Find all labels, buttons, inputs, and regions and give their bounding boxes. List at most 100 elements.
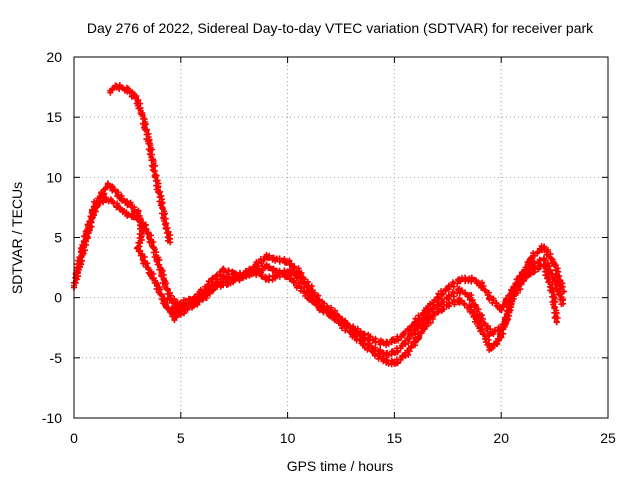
data-point xyxy=(476,323,483,330)
data-point xyxy=(135,244,142,251)
data-point xyxy=(476,280,483,287)
series-6 xyxy=(171,261,561,368)
data-point xyxy=(139,228,146,235)
series-3 xyxy=(107,82,174,246)
data-point xyxy=(171,315,178,322)
data-point xyxy=(549,288,556,295)
data-point xyxy=(263,253,270,260)
y-tick-label: 15 xyxy=(46,109,62,125)
y-tick-label: 20 xyxy=(46,49,62,65)
data-point xyxy=(246,268,253,275)
data-point xyxy=(167,294,174,301)
data-point xyxy=(359,340,366,347)
data-point xyxy=(220,274,227,281)
data-point xyxy=(154,256,161,263)
data-point xyxy=(122,210,129,217)
data-point xyxy=(256,270,263,277)
data-point xyxy=(252,262,259,269)
data-point xyxy=(487,330,494,337)
data-point xyxy=(126,87,133,94)
data-point xyxy=(466,275,473,282)
data-point xyxy=(235,275,242,282)
data-point xyxy=(182,306,189,313)
data-point xyxy=(177,299,184,306)
data-point xyxy=(120,85,127,92)
data-point xyxy=(487,345,494,352)
data-point xyxy=(115,204,122,211)
x-axis-label: GPS time / hours xyxy=(287,458,394,474)
y-tick-label: 0 xyxy=(54,290,62,306)
data-point xyxy=(154,282,161,289)
data-point xyxy=(203,292,210,299)
data-point xyxy=(113,82,120,89)
data-point xyxy=(224,280,231,287)
chart-title: Day 276 of 2022, Sidereal Day-to-day VTE… xyxy=(87,20,594,36)
data-point xyxy=(160,276,167,283)
x-tick-label: 0 xyxy=(70,430,78,446)
data-point xyxy=(540,244,547,251)
data-point xyxy=(370,336,377,343)
data-point xyxy=(540,262,547,269)
data-point xyxy=(152,171,159,178)
data-point xyxy=(551,276,558,283)
data-point xyxy=(209,276,216,283)
data-point xyxy=(519,277,526,284)
data-point xyxy=(139,111,146,118)
data-point xyxy=(295,273,302,280)
data-point xyxy=(111,186,118,193)
data-point xyxy=(220,266,227,273)
data-point xyxy=(434,301,441,308)
data-point xyxy=(434,294,441,301)
data-point xyxy=(103,195,110,202)
data-point xyxy=(348,330,355,337)
data-point xyxy=(423,313,430,320)
data-point xyxy=(109,198,116,205)
data-point xyxy=(412,337,419,344)
y-tick-label: -10 xyxy=(42,410,62,426)
series-markers xyxy=(167,243,567,349)
data-point xyxy=(370,348,377,355)
data-point xyxy=(455,297,462,304)
data-point xyxy=(508,297,515,304)
data-point xyxy=(316,303,323,310)
data-point xyxy=(530,260,537,267)
data-point xyxy=(98,191,105,198)
data-point xyxy=(455,287,462,294)
data-point xyxy=(85,222,92,229)
data-point xyxy=(498,306,505,313)
x-tick-label: 25 xyxy=(600,430,616,446)
data-point xyxy=(167,306,174,313)
data-point xyxy=(79,244,86,251)
data-point xyxy=(263,263,270,270)
data-point xyxy=(530,266,537,273)
data-point xyxy=(160,298,167,305)
data-point xyxy=(466,304,473,311)
data-point xyxy=(444,301,451,308)
data-point xyxy=(273,273,280,280)
data-point xyxy=(380,357,387,364)
y-tick-label: 10 xyxy=(46,169,62,185)
x-tick-label: 5 xyxy=(177,430,185,446)
data-point xyxy=(476,312,483,319)
data-point xyxy=(444,285,451,292)
x-tick-label: 10 xyxy=(280,430,296,446)
data-point xyxy=(284,268,291,275)
data-point xyxy=(107,87,114,94)
data-point xyxy=(530,252,537,259)
data-point xyxy=(128,212,135,219)
data-point xyxy=(141,258,148,265)
data-point xyxy=(493,340,500,347)
data-point xyxy=(338,321,344,328)
data-point xyxy=(560,300,567,307)
data-point xyxy=(162,222,169,229)
data-point xyxy=(305,287,312,294)
data-point xyxy=(502,321,509,328)
data-point xyxy=(92,200,99,207)
data-point xyxy=(132,94,139,101)
grid-lines xyxy=(74,57,608,418)
data-point xyxy=(391,350,398,357)
data-point xyxy=(263,276,270,283)
data-point xyxy=(455,277,462,284)
data-point xyxy=(327,311,334,318)
